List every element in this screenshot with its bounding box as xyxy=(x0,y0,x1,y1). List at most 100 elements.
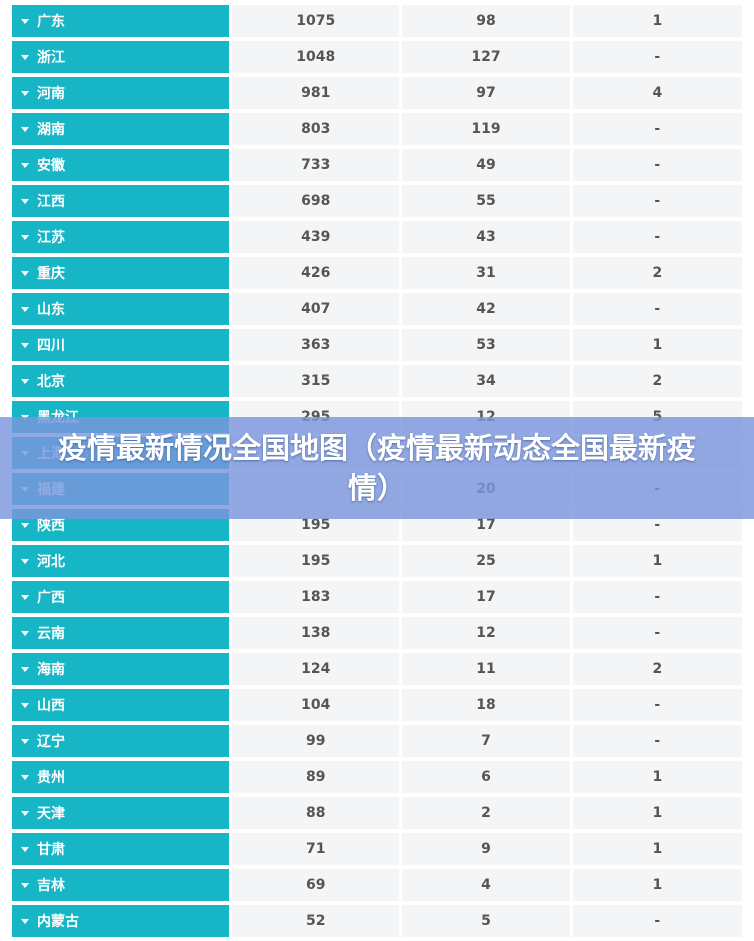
province-name: 四川 xyxy=(37,338,65,354)
province-name: 陕西 xyxy=(37,518,65,534)
cell-c1: 183 xyxy=(232,581,400,613)
province-toggle[interactable]: 北京 xyxy=(12,365,230,397)
province-name: 广东 xyxy=(37,14,65,30)
table-row: 广西 183 17- xyxy=(12,581,742,613)
table-row: 贵州 89 6 1 xyxy=(12,761,742,793)
caret-down-icon xyxy=(21,522,29,528)
cell-c3: - xyxy=(572,185,742,217)
province-name: 河南 xyxy=(37,86,65,102)
table-row: 天津 88 2 1 xyxy=(12,797,742,829)
table-row: 重庆 426 31 2 xyxy=(12,257,742,289)
province-toggle[interactable]: 甘肃 xyxy=(12,833,230,865)
province-name: 浙江 xyxy=(37,50,65,66)
table-row: 广东 1075 98 1 xyxy=(12,5,742,37)
cell-c3: 2 xyxy=(572,257,742,289)
caret-down-icon xyxy=(21,126,29,132)
province-toggle[interactable]: 海南 xyxy=(12,653,230,685)
title-banner: 疫情最新情况全国地图（疫情最新动态全国最新疫情） xyxy=(0,417,754,519)
cell-c2: 55 xyxy=(402,185,570,217)
table-row: 内蒙古 52 5- xyxy=(12,905,742,937)
table-row: 江西 698 55- xyxy=(12,185,742,217)
caret-down-icon xyxy=(21,18,29,24)
caret-down-icon xyxy=(21,306,29,312)
cell-c2: 7 xyxy=(402,725,570,757)
province-toggle[interactable]: 内蒙古 xyxy=(12,905,230,937)
province-toggle[interactable]: 广西 xyxy=(12,581,230,613)
province-toggle[interactable]: 湖南 xyxy=(12,113,230,145)
province-toggle[interactable]: 河南 xyxy=(12,77,230,109)
cell-c2: 9 xyxy=(402,833,570,865)
province-name: 江西 xyxy=(37,194,65,210)
province-table: 广东 1075 98 1 浙江 1048 127- 河南 981 97 4 湖南 803 119- 安徽 73… xyxy=(12,5,742,941)
cell-c1: 138 xyxy=(232,617,400,649)
province-toggle[interactable]: 山西 xyxy=(12,689,230,721)
caret-down-icon xyxy=(21,162,29,168)
province-toggle[interactable]: 安徽 xyxy=(12,149,230,181)
province-name: 贵州 xyxy=(37,770,65,786)
table-row: 吉林 69 4 1 xyxy=(12,869,742,901)
cell-c2: 11 xyxy=(402,653,570,685)
table-row: 湖南 803 119- xyxy=(12,113,742,145)
caret-down-icon xyxy=(21,918,29,924)
cell-c3: - xyxy=(572,689,742,721)
caret-down-icon xyxy=(21,738,29,744)
caret-down-icon xyxy=(21,594,29,600)
province-name: 海南 xyxy=(37,662,65,678)
table-row: 安徽 733 49- xyxy=(12,149,742,181)
cell-c2: 25 xyxy=(402,545,570,577)
province-toggle[interactable]: 河北 xyxy=(12,545,230,577)
cell-c3: 1 xyxy=(572,833,742,865)
caret-down-icon xyxy=(21,630,29,636)
caret-down-icon xyxy=(21,882,29,888)
province-toggle[interactable]: 浙江 xyxy=(12,41,230,73)
table-row: 辽宁 99 7- xyxy=(12,725,742,757)
province-name: 重庆 xyxy=(37,266,65,282)
cell-c2: 5 xyxy=(402,905,570,937)
cell-c3: - xyxy=(572,149,742,181)
cell-c2: 98 xyxy=(402,5,570,37)
cell-c1: 88 xyxy=(232,797,400,829)
province-toggle[interactable]: 天津 xyxy=(12,797,230,829)
province-name: 山东 xyxy=(37,302,65,318)
cell-c1: 99 xyxy=(232,725,400,757)
province-name: 山西 xyxy=(37,698,65,714)
province-toggle[interactable]: 吉林 xyxy=(12,869,230,901)
caret-down-icon xyxy=(21,90,29,96)
cell-c2: 49 xyxy=(402,149,570,181)
cell-c1: 104 xyxy=(232,689,400,721)
table-row: 山西 104 18- xyxy=(12,689,742,721)
table-row: 云南 138 12- xyxy=(12,617,742,649)
banner-title: 疫情最新情况全国地图（疫情最新动态全国最新疫情） xyxy=(57,431,696,505)
province-toggle[interactable]: 云南 xyxy=(12,617,230,649)
table-row: 浙江 1048 127- xyxy=(12,41,742,73)
province-name: 天津 xyxy=(37,806,65,822)
cell-c1: 363 xyxy=(232,329,400,361)
cell-c3: - xyxy=(572,581,742,613)
cell-c2: 42 xyxy=(402,293,570,325)
province-toggle[interactable]: 贵州 xyxy=(12,761,230,793)
caret-down-icon xyxy=(21,234,29,240)
cell-c2: 53 xyxy=(402,329,570,361)
caret-down-icon xyxy=(21,702,29,708)
caret-down-icon xyxy=(21,342,29,348)
province-toggle[interactable]: 辽宁 xyxy=(12,725,230,757)
cell-c3: 1 xyxy=(572,545,742,577)
province-toggle[interactable]: 山东 xyxy=(12,293,230,325)
cell-c2: 17 xyxy=(402,581,570,613)
province-toggle[interactable]: 江苏 xyxy=(12,221,230,253)
cell-c3: - xyxy=(572,725,742,757)
province-toggle[interactable]: 江西 xyxy=(12,185,230,217)
province-toggle[interactable]: 四川 xyxy=(12,329,230,361)
province-name: 辽宁 xyxy=(37,734,65,750)
caret-down-icon xyxy=(21,846,29,852)
caret-down-icon xyxy=(21,54,29,60)
province-name: 江苏 xyxy=(37,230,65,246)
cell-c3: 2 xyxy=(572,653,742,685)
province-toggle[interactable]: 重庆 xyxy=(12,257,230,289)
table-row: 北京 315 34 2 xyxy=(12,365,742,397)
cell-c3: 1 xyxy=(572,761,742,793)
province-name: 吉林 xyxy=(37,878,65,894)
cell-c3: 1 xyxy=(572,329,742,361)
province-toggle[interactable]: 广东 xyxy=(12,5,230,37)
cell-c3: - xyxy=(572,113,742,145)
